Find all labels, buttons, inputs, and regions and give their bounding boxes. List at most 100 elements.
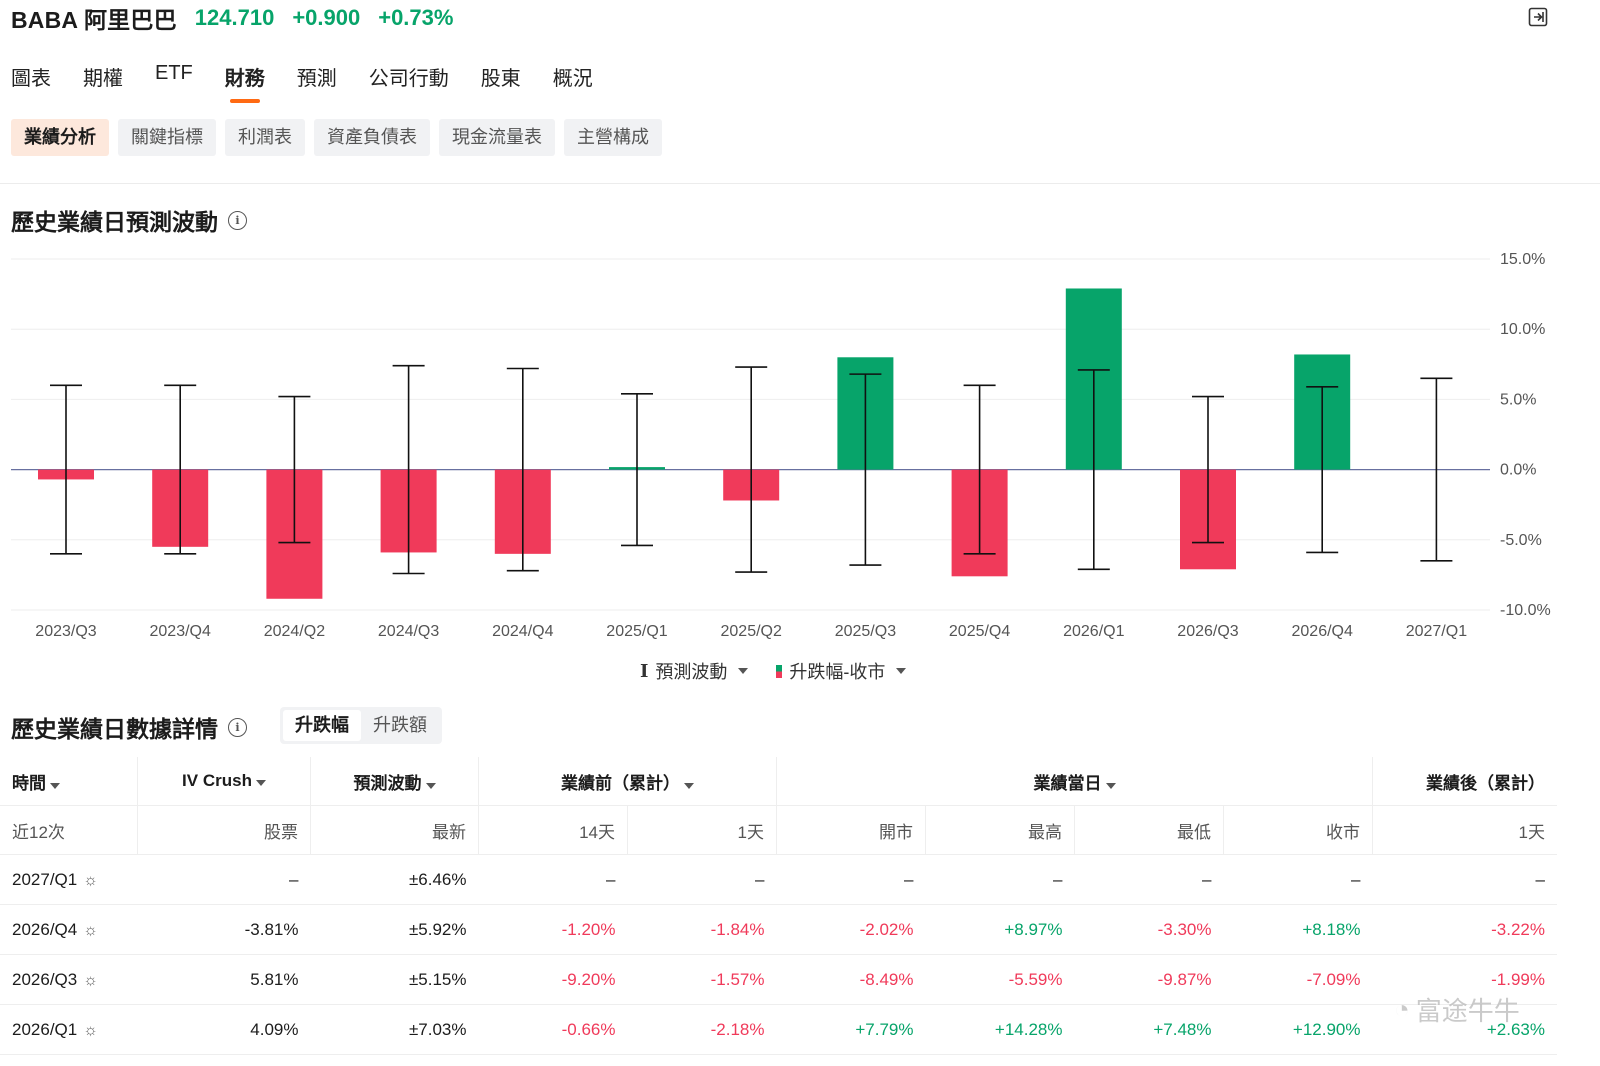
x-tick-label: 2023/Q4: [150, 623, 211, 640]
subhead-8: 收市: [1223, 805, 1373, 855]
stock-change: +0.900: [292, 5, 361, 30]
table-cell: –: [478, 854, 628, 905]
sun-icon: ☼: [83, 1021, 98, 1039]
subhead-0: 近12次: [0, 805, 138, 855]
chevron-down-icon: [738, 668, 749, 674]
tab-3[interactable]: 財務: [225, 62, 265, 97]
table-row[interactable]: 2027/Q1 ☼ – ±6.46% – – – – – – –: [0, 854, 1557, 905]
section-title-text: 歷史業績日數據詳情: [11, 716, 218, 742]
x-tick-label: 2025/Q2: [721, 623, 782, 640]
table-cell: ±7.03%: [310, 1004, 479, 1055]
errorbar[interactable]: [392, 364, 425, 575]
table-cell: -1.84%: [627, 904, 777, 955]
tab-1[interactable]: 期權: [83, 68, 123, 90]
subtab-5[interactable]: 主營構成: [564, 119, 662, 156]
chevron-down-icon: [425, 782, 436, 789]
col-after[interactable]: 業績後（累計）: [1372, 757, 1557, 806]
main-tabs: 圖表 期權 ETF 財務 預測 公司行動 股東 概況: [11, 62, 625, 97]
subtab-4[interactable]: 現金流量表: [439, 119, 555, 156]
errorbar[interactable]: [849, 373, 882, 566]
chart-legend: I 預測波動 升跌幅-收市: [640, 658, 907, 684]
tab-5[interactable]: 公司行動: [368, 68, 449, 90]
subhead-7: 最低: [1074, 805, 1224, 855]
x-tick-label: 2026/Q3: [1177, 623, 1238, 640]
sun-icon: ☼: [83, 971, 98, 989]
subtab-0[interactable]: 業績分析: [11, 119, 109, 156]
table-row[interactable]: 2026/Q4 ☼ -3.81% ±5.92% -1.20% -1.84% -2.02% +8…: [0, 904, 1557, 955]
x-tick-label: 2024/Q2: [264, 623, 325, 640]
section-title-details: 歷史業績日數據詳情 i: [11, 710, 247, 744]
errorbar[interactable]: [735, 366, 768, 573]
errorbar[interactable]: [1420, 377, 1453, 562]
stock-symbol: BABA 阿里巴巴: [11, 7, 177, 33]
table-cell: -3.30%: [1074, 904, 1224, 955]
table-cell: +8.97%: [925, 904, 1075, 955]
legend-change[interactable]: 升跌幅-收市: [776, 658, 907, 684]
divider: [0, 183, 1600, 184]
x-tick-label: 2025/Q4: [949, 623, 1010, 640]
x-tick-label: 2025/Q1: [606, 623, 667, 640]
col-iv-crush[interactable]: IV Crush: [137, 757, 311, 806]
tab-7[interactable]: 概況: [552, 68, 593, 90]
errorbar[interactable]: [1192, 395, 1224, 544]
cell-time: 2026/Q4 ☼: [0, 904, 138, 955]
col-day[interactable]: 業績當日: [776, 757, 1373, 806]
table-cell: +14.28%: [925, 1004, 1075, 1055]
tab-4[interactable]: 預測: [296, 68, 337, 90]
metric-toggle: 升跌幅 升跌額: [280, 707, 442, 744]
cell-time: 2027/Q1 ☼: [0, 854, 138, 905]
table-cell: -9.20%: [478, 954, 628, 1005]
table-cell: -8.49%: [776, 954, 926, 1005]
table-cell: +8.18%: [1223, 904, 1373, 955]
table-row[interactable]: 2026/Q3 ☼ 5.81% ±5.15% -9.20% -1.57% -8.49% -5.…: [0, 954, 1557, 1005]
table-cell: –: [1074, 854, 1224, 905]
col-forecast[interactable]: 預測波動: [310, 757, 479, 806]
errorbar[interactable]: [1306, 385, 1339, 554]
table-cell: 5.81%: [137, 954, 311, 1005]
table-cell: ±5.92%: [310, 904, 479, 955]
subhead-3: 14天: [478, 805, 628, 855]
chevron-down-icon: [684, 782, 694, 789]
subtab-2[interactable]: 利潤表: [225, 119, 305, 156]
info-icon[interactable]: i: [228, 210, 247, 230]
errorbar[interactable]: [164, 384, 197, 555]
exit-icon[interactable]: [1528, 7, 1548, 27]
table-cell: -9.87%: [1074, 954, 1224, 1005]
tab-2[interactable]: ETF: [155, 62, 193, 84]
chevron-down-icon: [1105, 782, 1116, 789]
errorbar[interactable]: [506, 367, 539, 572]
table-cell: +7.48%: [1074, 1004, 1224, 1055]
earnings-chart: 15.0% 10.0% 5.0% 0.0% -5.0% -10.0% 2023/Q3 2023…: [11, 251, 1551, 640]
earnings-table: 時間 IV Crush 預測波動 業績前（累計） 業績當日 業績後（累計） 近1…: [0, 757, 1557, 1055]
errorbar[interactable]: [1077, 369, 1110, 571]
table-row[interactable]: 2026/Q1 ☼ 4.09% ±7.03% -0.66% -2.18% +7.79% +14…: [0, 1004, 1557, 1055]
tab-0[interactable]: 圖表: [11, 68, 51, 90]
errorbar[interactable]: [50, 384, 82, 555]
toggle-amount[interactable]: 升跌額: [373, 715, 427, 735]
subhead-1: 股票: [137, 805, 311, 855]
table-cell: -0.66%: [478, 1004, 628, 1055]
col-before[interactable]: 業績前（累計）: [478, 757, 777, 806]
x-tick-label: 2027/Q1: [1406, 623, 1467, 640]
errorbar[interactable]: [963, 384, 996, 555]
legend-forecast[interactable]: I 預測波動: [640, 658, 749, 684]
y-tick-label: 5.0%: [1500, 391, 1536, 408]
stock-price: 124.710: [194, 5, 275, 30]
errorbar[interactable]: [278, 395, 311, 544]
col-time[interactable]: 時間: [0, 757, 138, 806]
table-cell: -3.22%: [1372, 904, 1557, 955]
errorbar[interactable]: [621, 392, 653, 547]
logo-icon: ◔: [1394, 994, 1410, 1024]
table-cell: ±5.15%: [310, 954, 479, 1005]
chevron-down-icon: [255, 780, 266, 786]
sun-icon: ☼: [83, 871, 98, 889]
cell-time: 2026/Q3 ☼: [0, 954, 138, 1005]
info-icon[interactable]: i: [228, 717, 247, 737]
toggle-pct[interactable]: 升跌幅: [283, 710, 361, 741]
tab-6[interactable]: 股東: [480, 68, 521, 90]
subtab-3[interactable]: 資產負債表: [314, 119, 430, 156]
table-cell: -2.18%: [627, 1004, 777, 1055]
x-tick-label: 2026/Q4: [1292, 623, 1353, 640]
subtab-1[interactable]: 關鍵指標: [118, 119, 216, 156]
x-tick-label: 2024/Q4: [492, 623, 553, 640]
